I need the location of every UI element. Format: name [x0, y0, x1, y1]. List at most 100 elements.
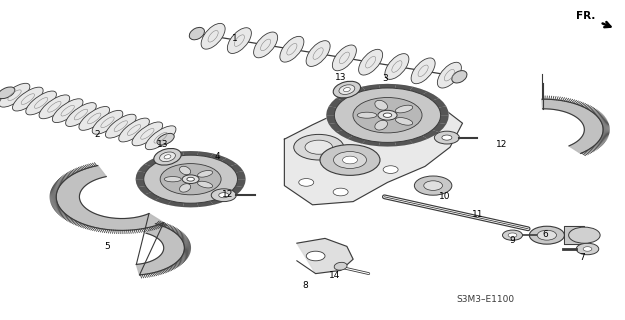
Circle shape — [576, 243, 599, 255]
Circle shape — [355, 131, 370, 138]
Ellipse shape — [385, 54, 409, 79]
Circle shape — [187, 177, 194, 181]
Polygon shape — [395, 84, 413, 91]
Circle shape — [334, 88, 441, 142]
Circle shape — [414, 176, 452, 195]
Ellipse shape — [164, 177, 181, 182]
Polygon shape — [348, 136, 366, 144]
Polygon shape — [210, 154, 227, 161]
Ellipse shape — [159, 152, 176, 162]
Polygon shape — [542, 99, 603, 153]
Ellipse shape — [198, 171, 212, 177]
Polygon shape — [168, 151, 184, 157]
Polygon shape — [326, 115, 336, 124]
Ellipse shape — [396, 117, 412, 125]
Polygon shape — [422, 130, 439, 139]
Polygon shape — [236, 179, 246, 187]
Text: 1: 1 — [232, 34, 238, 43]
Circle shape — [144, 155, 238, 203]
Ellipse shape — [332, 45, 356, 71]
Polygon shape — [154, 197, 171, 205]
Text: 13: 13 — [335, 73, 346, 82]
Polygon shape — [395, 140, 413, 146]
Ellipse shape — [66, 103, 96, 126]
Text: 9: 9 — [509, 236, 516, 245]
Polygon shape — [136, 171, 146, 179]
Ellipse shape — [189, 28, 204, 40]
Ellipse shape — [12, 87, 43, 111]
Ellipse shape — [254, 32, 278, 58]
Ellipse shape — [106, 114, 136, 138]
Polygon shape — [326, 106, 336, 115]
Ellipse shape — [179, 166, 191, 175]
Circle shape — [333, 188, 348, 196]
Ellipse shape — [92, 110, 123, 134]
Ellipse shape — [438, 62, 461, 88]
Polygon shape — [409, 136, 428, 144]
Circle shape — [353, 98, 422, 133]
Polygon shape — [144, 158, 160, 166]
Ellipse shape — [201, 23, 225, 49]
Circle shape — [569, 227, 600, 243]
Polygon shape — [138, 186, 151, 195]
Circle shape — [160, 164, 221, 195]
Polygon shape — [221, 158, 237, 166]
Ellipse shape — [154, 148, 181, 165]
Ellipse shape — [344, 87, 350, 92]
Circle shape — [383, 166, 398, 173]
Text: 5: 5 — [104, 242, 111, 251]
Polygon shape — [439, 115, 449, 124]
Ellipse shape — [452, 71, 467, 83]
Ellipse shape — [164, 155, 171, 159]
Ellipse shape — [306, 41, 330, 67]
Polygon shape — [230, 164, 243, 172]
Polygon shape — [297, 238, 353, 274]
Polygon shape — [168, 201, 184, 207]
Circle shape — [442, 135, 452, 140]
Polygon shape — [336, 130, 352, 139]
Ellipse shape — [26, 91, 56, 115]
Circle shape — [219, 193, 229, 198]
Circle shape — [211, 189, 236, 202]
Circle shape — [294, 134, 344, 160]
Polygon shape — [362, 84, 380, 91]
Circle shape — [342, 156, 357, 164]
Ellipse shape — [334, 262, 347, 270]
Text: 8: 8 — [302, 281, 308, 290]
Circle shape — [508, 233, 517, 237]
Circle shape — [529, 226, 564, 244]
Ellipse shape — [179, 184, 191, 192]
Polygon shape — [210, 197, 227, 205]
Ellipse shape — [39, 95, 70, 119]
Polygon shape — [182, 151, 199, 156]
Text: FR.: FR. — [576, 11, 595, 21]
Text: 14: 14 — [329, 271, 340, 280]
Polygon shape — [439, 106, 449, 115]
Ellipse shape — [198, 181, 212, 188]
Text: 2: 2 — [94, 130, 100, 139]
Ellipse shape — [157, 133, 174, 145]
Polygon shape — [136, 224, 184, 275]
Circle shape — [299, 179, 314, 186]
Polygon shape — [336, 92, 352, 100]
Circle shape — [334, 152, 366, 168]
Polygon shape — [56, 165, 164, 230]
Polygon shape — [284, 102, 462, 205]
Text: 12: 12 — [496, 140, 508, 149]
Polygon shape — [144, 192, 160, 201]
Ellipse shape — [228, 28, 251, 53]
Circle shape — [320, 145, 380, 175]
Polygon shape — [564, 226, 584, 244]
Text: 10: 10 — [439, 192, 451, 201]
Circle shape — [503, 230, 522, 240]
Polygon shape — [136, 179, 146, 187]
Polygon shape — [236, 171, 246, 179]
Polygon shape — [198, 201, 214, 207]
Polygon shape — [362, 140, 380, 146]
Circle shape — [182, 175, 199, 183]
Ellipse shape — [357, 112, 377, 118]
Circle shape — [424, 181, 442, 190]
Ellipse shape — [375, 120, 388, 130]
Polygon shape — [198, 151, 214, 157]
Text: S3M3–E1100: S3M3–E1100 — [456, 295, 514, 304]
